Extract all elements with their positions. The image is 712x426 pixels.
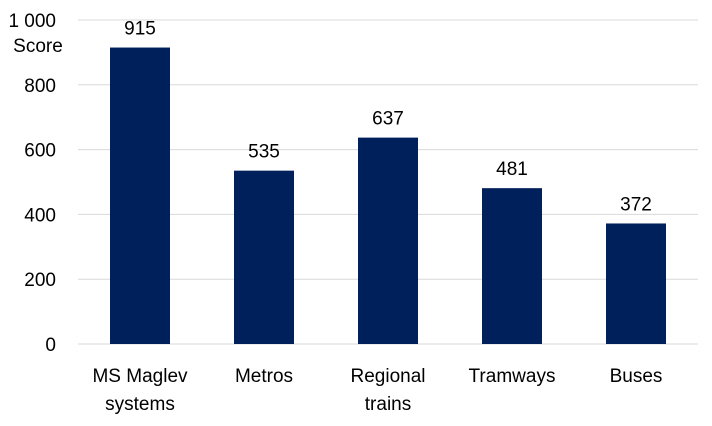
data-label: 372 [620, 194, 652, 215]
category-label: systems [105, 394, 175, 415]
bar [110, 47, 170, 344]
bar [482, 188, 542, 344]
category-label: Buses [610, 366, 663, 387]
bar [606, 223, 666, 344]
bar [234, 170, 294, 344]
y-axis-label: Score [13, 36, 63, 57]
y-axis-ticks: 0 200 400 600 800 1 000 [8, 11, 56, 356]
category-label: trains [365, 394, 411, 415]
category-label: Metros [235, 366, 293, 387]
category-label: Regional [351, 366, 426, 387]
y-tick-label: 0 [45, 335, 56, 356]
bar [358, 137, 418, 344]
data-labels: 915 535 637 481 372 [124, 19, 652, 216]
y-tick-label: 1 000 [8, 11, 56, 32]
data-label: 637 [372, 109, 404, 130]
y-tick-label: 200 [24, 270, 56, 291]
y-tick-label: 600 [24, 141, 56, 162]
x-axis-categories: MS Maglev systems Metros Regional trains Tram… [92, 366, 662, 415]
y-tick-label: 800 [24, 76, 56, 97]
data-label: 915 [124, 19, 156, 40]
data-label: 481 [496, 159, 528, 180]
data-label: 535 [248, 142, 280, 163]
bars [110, 47, 666, 344]
y-tick-label: 400 [24, 205, 56, 226]
category-label: Tramways [469, 366, 556, 387]
category-label: MS Maglev [92, 366, 188, 387]
